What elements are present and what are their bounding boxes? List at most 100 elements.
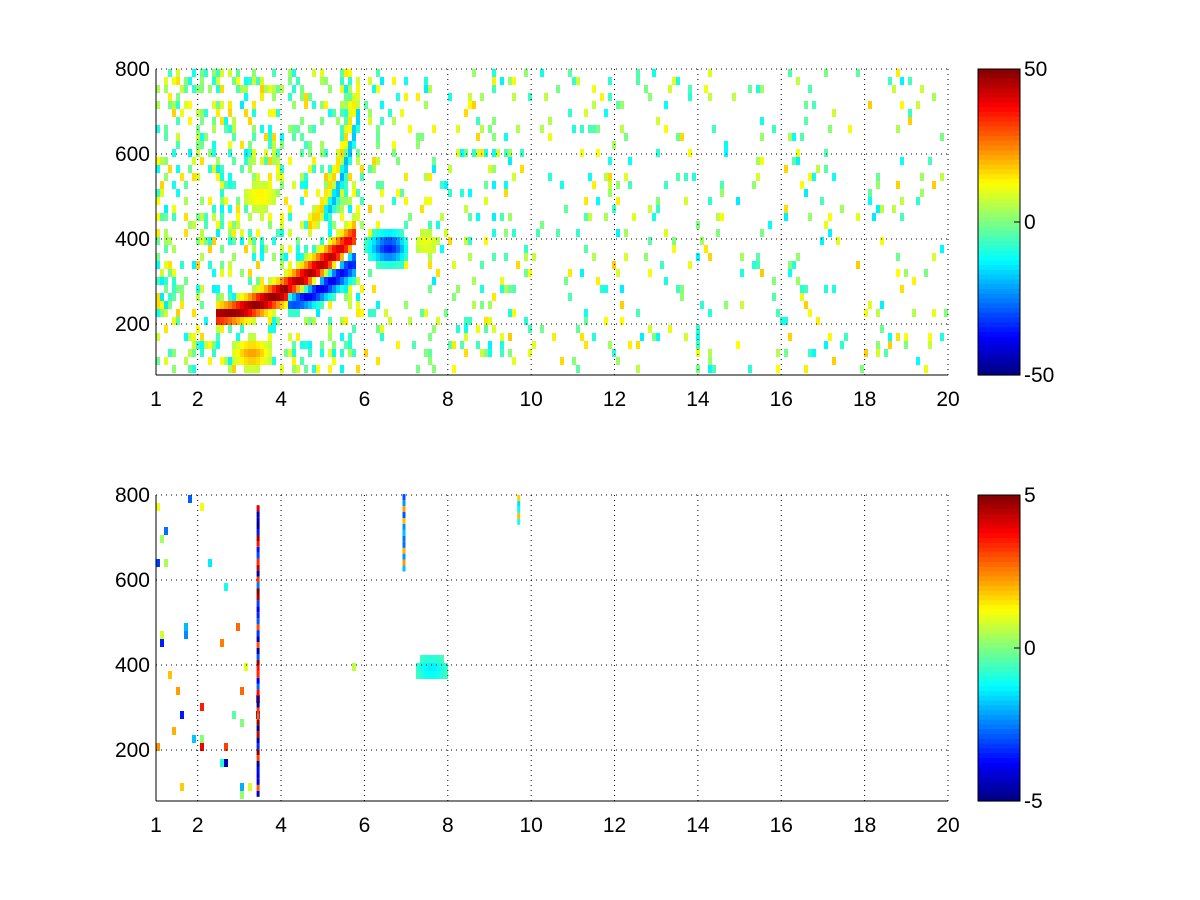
heatmap-cell <box>404 221 408 229</box>
heatmap-stripe <box>256 594 260 601</box>
heatmap-cell <box>464 333 468 341</box>
heatmap-cell <box>512 93 516 101</box>
colorbar-swatch <box>978 121 1020 127</box>
heatmap-cell <box>784 317 788 325</box>
colorbar-swatch <box>978 724 1020 730</box>
heatmap-cell <box>468 93 472 101</box>
heatmap-cell <box>288 285 292 293</box>
heatmap-cell <box>880 205 884 213</box>
heatmap-cell <box>812 349 816 357</box>
heatmap-cell <box>896 253 900 261</box>
heatmap-cell <box>508 349 512 357</box>
colorbar-swatch <box>978 241 1020 247</box>
heatmap-cell <box>376 261 380 269</box>
heatmap-cell <box>348 261 352 269</box>
heatmap-cell <box>304 269 308 277</box>
heatmap-cell <box>212 285 216 293</box>
heatmap-cell <box>232 133 236 141</box>
colorbar-swatch <box>978 619 1020 625</box>
heatmap-cell <box>336 189 340 197</box>
heatmap-cell <box>256 285 260 293</box>
heatmap-cell <box>176 101 180 109</box>
heatmap-cell <box>412 341 416 349</box>
colorbar-swatch <box>978 566 1020 573</box>
heatmap-cell <box>336 253 340 261</box>
heatmap-cell <box>492 229 496 237</box>
heatmap-cell <box>256 189 260 197</box>
heatmap-cell <box>784 205 788 213</box>
heatmap-cell <box>512 77 516 85</box>
heatmap-cell <box>156 743 160 751</box>
heatmap-cell <box>376 253 380 261</box>
heatmap-cell <box>608 93 612 101</box>
heatmap-cell <box>312 205 316 213</box>
colorbar-swatch <box>978 743 1020 750</box>
heatmap-cell <box>240 165 244 173</box>
heatmap-cell <box>268 293 272 301</box>
heatmap-cell <box>296 237 300 245</box>
heatmap-cell <box>472 301 476 309</box>
colorbar-swatch <box>978 671 1020 678</box>
colorbar-swatch <box>978 112 1020 118</box>
heatmap-cell <box>252 157 256 165</box>
heatmap-cell <box>880 301 884 309</box>
heatmap-cell <box>380 181 384 189</box>
heatmap-cell <box>312 285 316 293</box>
heatmap-cell <box>300 301 304 309</box>
heatmap-cell <box>212 269 216 277</box>
heatmap-cell <box>336 269 340 277</box>
heatmap-cell <box>304 221 308 229</box>
heatmap-cell <box>356 293 360 301</box>
heatmap-cell <box>268 125 272 133</box>
heatmap-cell <box>508 213 512 221</box>
heatmap-cell <box>244 205 248 213</box>
heatmap-cell <box>608 157 612 165</box>
heatmap-cell <box>252 365 256 373</box>
heatmap-cell <box>292 293 296 301</box>
heatmap-cell <box>492 165 496 173</box>
heatmap-cell <box>180 293 184 301</box>
heatmap-cell <box>308 213 312 221</box>
heatmap-cell <box>328 325 332 333</box>
heatmap-cell <box>324 213 328 221</box>
heatmap-cell <box>620 301 624 309</box>
heatmap-cell <box>596 197 600 205</box>
heatmap-cell <box>348 117 352 125</box>
heatmap-cell <box>740 301 744 309</box>
heatmap-cell <box>400 189 404 197</box>
heatmap-cell <box>384 229 388 237</box>
heatmap-cell <box>320 277 324 285</box>
heatmap-cell <box>244 189 248 197</box>
heatmap-cell <box>336 181 340 189</box>
heatmap-cell <box>232 77 236 85</box>
heatmap-cell <box>776 309 780 317</box>
heatmap-cell <box>608 341 612 349</box>
heatmap-cell <box>528 269 532 277</box>
heatmap-cell <box>356 85 360 93</box>
heatmap-cell <box>508 157 512 165</box>
heatmap-cell <box>604 213 608 221</box>
colorbar-tick-label: -50 <box>1024 364 1054 387</box>
heatmap-cell <box>376 221 380 229</box>
heatmap-cell <box>292 269 296 277</box>
heatmap-cell <box>524 69 528 77</box>
heatmap-cell <box>172 349 176 357</box>
heatmap-cell <box>352 349 356 357</box>
y-tick-label: 200 <box>115 313 150 336</box>
colorbar-swatch <box>978 757 1020 764</box>
heatmap-cell <box>344 293 348 301</box>
heatmap-cell <box>220 101 224 109</box>
heatmap-cell <box>812 173 816 181</box>
heatmap-cell <box>220 325 224 333</box>
heatmap-cell <box>280 245 284 253</box>
heatmap-cell <box>340 109 344 117</box>
heatmap-cell <box>572 357 576 365</box>
colorbar-swatch <box>978 298 1020 304</box>
heatmap-cell <box>308 141 312 149</box>
heatmap-cell <box>232 117 236 125</box>
colorbar-swatch <box>978 293 1020 300</box>
heatmap-cell <box>504 189 508 197</box>
heatmap-cell <box>368 229 372 237</box>
heatmap-cell <box>340 141 344 149</box>
heatmap-cell <box>356 93 360 101</box>
